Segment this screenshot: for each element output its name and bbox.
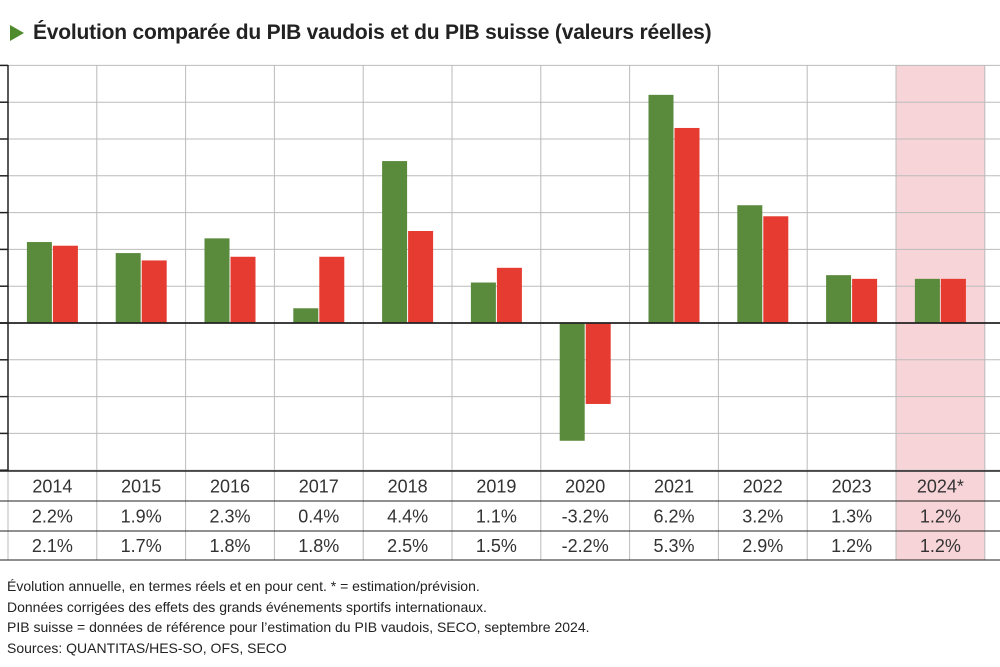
- x-tick-label: 2022: [743, 477, 783, 497]
- bar-suisse: [230, 256, 256, 323]
- x-tick-label: 2015: [121, 477, 161, 497]
- table-value-vaud: 1.2%: [920, 507, 961, 527]
- bar-vaud: [26, 242, 52, 323]
- bar-suisse: [940, 278, 966, 323]
- table-value-suisse: 1.2%: [920, 536, 961, 556]
- note-line: Sources: QUANTITAS/HES-SO, OFS, SECO: [7, 639, 287, 656]
- bar-suisse: [408, 231, 434, 323]
- bar-vaud: [559, 323, 585, 441]
- bar-vaud: [648, 94, 674, 323]
- x-tick-label: 2024*: [917, 477, 964, 497]
- chart-notes: Évolution annuelle, en termes réels et e…: [7, 576, 590, 658]
- table-value-vaud: 1.1%: [476, 507, 517, 527]
- title-arrow-icon: [10, 25, 24, 41]
- bar-suisse: [585, 323, 611, 404]
- table-value-suisse: 1.8%: [209, 536, 250, 556]
- note-line: Données corrigées des effets des grands …: [7, 598, 487, 615]
- table-value-vaud: 3.2%: [742, 507, 783, 527]
- bar-vaud: [115, 253, 141, 323]
- table-value-suisse: 2.1%: [32, 536, 73, 556]
- bar-suisse: [52, 245, 78, 323]
- note-line: PIB suisse = données de référence pour l…: [7, 619, 590, 635]
- bar-vaud: [826, 275, 852, 323]
- bar-suisse: [141, 260, 167, 323]
- table-value-vaud: 2.2%: [32, 507, 73, 527]
- bar-vaud: [737, 205, 763, 323]
- note-line: Évolution annuelle, en termes réels et e…: [7, 578, 480, 594]
- x-tick-label: 2021: [654, 477, 694, 497]
- x-tick-label: 2023: [832, 477, 872, 497]
- table-value-vaud: 0.4%: [298, 507, 339, 527]
- table-value-vaud: 1.3%: [831, 507, 872, 527]
- bar-vaud: [914, 278, 940, 323]
- bar-suisse: [763, 216, 789, 323]
- table-value-suisse: 1.8%: [298, 536, 339, 556]
- bar-suisse: [496, 267, 522, 323]
- x-tick-label: 2017: [299, 477, 339, 497]
- table-value-suisse: 1.5%: [476, 536, 517, 556]
- x-tick-label: 2020: [565, 477, 605, 497]
- highlight-band: [896, 65, 985, 560]
- x-tick-label: 2018: [388, 477, 428, 497]
- x-tick-label: 2016: [210, 477, 250, 497]
- bar-suisse: [319, 256, 345, 323]
- table-value-suisse: 5.3%: [653, 536, 694, 556]
- bar-suisse: [852, 278, 878, 323]
- table-value-vaud: 6.2%: [653, 507, 694, 527]
- bar-suisse: [674, 127, 700, 324]
- table-value-vaud: 4.4%: [387, 507, 428, 527]
- table-value-vaud: 1.9%: [121, 507, 162, 527]
- x-tick-label: 2014: [32, 477, 72, 497]
- bar-vaud: [382, 161, 408, 323]
- table-value-suisse: 2.9%: [742, 536, 783, 556]
- table-value-suisse: 1.7%: [121, 536, 162, 556]
- table-value-vaud: -3.2%: [562, 507, 609, 527]
- table-value-vaud: 2.3%: [209, 507, 250, 527]
- chart-title-row: Évolution comparée du PIB vaudois et du …: [10, 18, 712, 48]
- bar-vaud: [293, 308, 319, 323]
- bar-vaud: [470, 282, 496, 323]
- partial-column: [985, 65, 1000, 560]
- bar-vaud: [204, 238, 230, 323]
- x-tick-label: 2019: [476, 477, 516, 497]
- gdp-bar-chart: 2014 2015 2016 2017 2018 2019 2020 2021 2022 2023…: [0, 64, 1000, 561]
- table-value-suisse: -2.2%: [562, 536, 609, 556]
- table-value-suisse: 1.2%: [831, 536, 872, 556]
- table-value-suisse: 2.5%: [387, 536, 428, 556]
- chart-title: Évolution comparée du PIB vaudois et du …: [33, 21, 712, 44]
